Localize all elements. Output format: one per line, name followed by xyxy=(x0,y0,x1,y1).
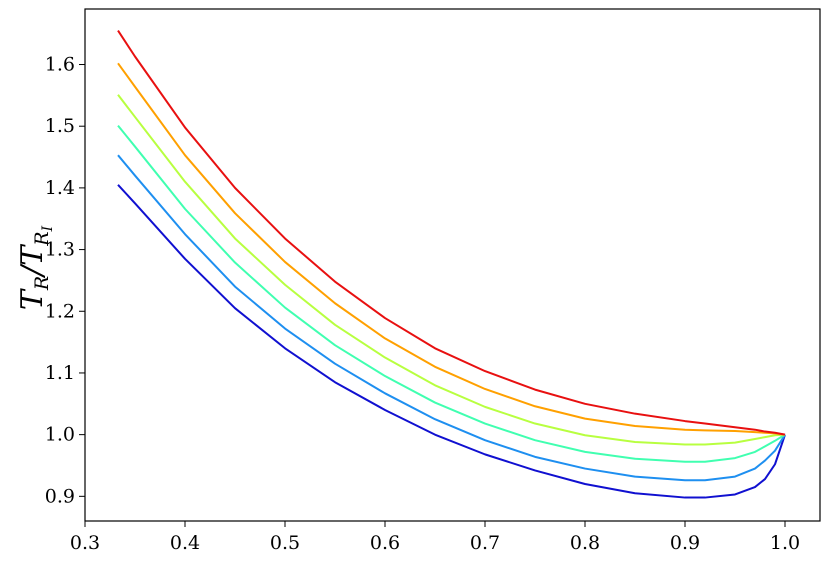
axes-frame xyxy=(84,8,821,522)
x-tick-label: 0.3 xyxy=(70,532,100,554)
x-tick-label: 0.4 xyxy=(170,532,200,554)
series-line-5 xyxy=(117,62,786,436)
y-axis-label: TR/TRI xyxy=(15,225,56,310)
y-tick-label: 1.5 xyxy=(45,115,75,137)
y-label-subsub2: I xyxy=(40,225,56,232)
x-tick-label: 1.0 xyxy=(770,532,800,554)
x-tick-label: 0.7 xyxy=(470,532,500,554)
x-tick-label: 0.6 xyxy=(370,532,400,554)
y-label-sub2: R xyxy=(31,231,53,246)
y-label-slash: / xyxy=(15,263,50,279)
x-axis: 0.3 0.4 0.5 0.6 0.7 0.8 0.9 1.0 xyxy=(70,521,800,554)
y-label-sub: R xyxy=(31,276,53,291)
y-axis: 0.9 1.0 1.1 1.2 1.3 1.4 1.5 1.6 xyxy=(45,54,85,507)
y-label-main: T xyxy=(15,288,50,310)
y-tick-label: 1.1 xyxy=(45,362,75,384)
series-line-3 xyxy=(117,124,786,463)
y-tick-label: 1.3 xyxy=(45,239,75,261)
y-tick-label: 1.4 xyxy=(45,177,75,199)
y-tick-label: 0.9 xyxy=(45,485,75,507)
y-tick-label: 1.0 xyxy=(45,424,75,446)
series-group xyxy=(117,30,786,499)
x-tick-label: 0.5 xyxy=(270,532,300,554)
x-tick-label: 0.9 xyxy=(670,532,700,554)
y-label-main2: T xyxy=(15,244,50,266)
plot-area: 0.3 0.4 0.5 0.6 0.7 0.8 0.9 1.0 0.9 1.0 1.1 1.2 1.3… xyxy=(45,8,821,554)
series-line-6 xyxy=(117,30,786,436)
series-line-1 xyxy=(117,184,786,499)
series-line-2 xyxy=(117,154,786,482)
x-tick-label: 0.8 xyxy=(570,532,600,554)
series-line-4 xyxy=(117,94,786,446)
y-tick-label: 1.6 xyxy=(45,54,75,76)
y-tick-label: 1.2 xyxy=(45,300,75,322)
